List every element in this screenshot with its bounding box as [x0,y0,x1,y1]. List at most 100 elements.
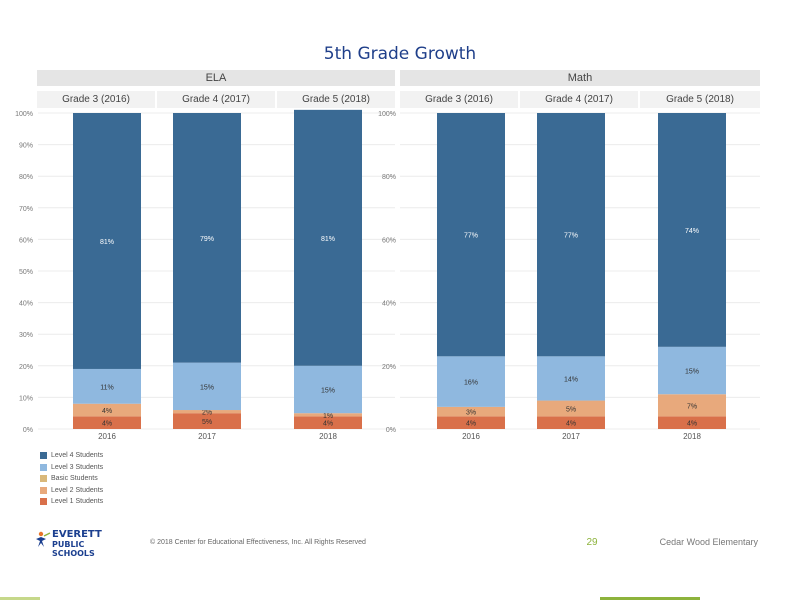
bar-segment-level-3-students [73,368,141,404]
bar-segment-level-1-students [658,416,726,429]
legend-label: Level 2 Students [51,486,104,494]
legend-item: Basic Students [40,473,103,485]
grade-header-ela-2016: Grade 3 (2016) [37,91,155,108]
logo-text-line2: PUBLIC SCHOOLS [52,540,95,558]
bar-segment-level-3-students [658,346,726,395]
legend-swatch [40,463,47,471]
y-tick-label: 40% [382,301,396,308]
bar-segment-level-1-students [173,413,241,429]
grade-header-math-2016: Grade 3 (2016) [400,91,518,108]
grade-header-math-2017: Grade 4 (2017) [520,91,638,108]
everett-logo: EVERETT PUBLIC SCHOOLS [34,527,126,558]
bar-segment-level-4-students [437,113,505,357]
school-name: Cedar Wood Elementary [659,537,758,547]
data-label: 1% [323,413,333,420]
data-label: 5% [202,419,212,426]
grade-header-ela-2018: Grade 5 (2018) [277,91,395,108]
bottom-accent-right [600,597,700,600]
x-tick-label: 2017 [562,432,580,441]
legend-swatch [40,475,47,483]
bar-segment-level-4-students [73,113,141,369]
y-tick-label: 40% [19,301,33,308]
data-label: 4% [687,421,697,428]
bar-segment-level-1-students [73,416,141,429]
y-tick-label: 0% [386,427,396,434]
y-tick-label: 80% [19,174,33,181]
y-tick-label: 0% [23,427,33,434]
data-label: 81% [321,236,335,243]
legend-label: Level 3 Students [51,463,104,471]
page-title: 5th Grade Growth [323,44,477,64]
subject-header-math: Math [400,70,760,86]
y-tick-label: 100% [15,111,33,118]
data-label: 4% [102,408,112,415]
bar-segment-level-2-students [537,400,605,417]
bar-segment-level-1-students [537,416,605,429]
y-tick-label: 70% [19,206,33,213]
data-label: 2% [202,410,212,417]
bar-segment-level-3-students [437,356,505,407]
data-label: 74% [685,228,699,235]
data-label: 4% [323,421,333,428]
x-tick-label: 2016 [462,432,480,441]
y-tick-label: 90% [19,143,33,150]
legend-label: Level 1 Students [51,498,104,506]
legend-swatch [40,498,47,506]
bar-segment-level-2-students [658,394,726,417]
legend-label: Level 4 Students [51,452,104,460]
page-number: 29 [586,537,598,548]
bar-segment-level-4-students [658,113,726,347]
x-tick-label: 2018 [319,432,337,441]
data-label: 5% [566,406,576,413]
bar-segment-level-1-students [294,416,362,429]
data-label: 77% [564,233,578,240]
data-label: 81% [100,239,114,246]
legend-item: Level 1 Students [40,496,103,508]
logo-figure-icon [36,531,51,547]
data-label: 7% [687,403,697,410]
legend-item: Level 4 Students [40,450,103,462]
bar-segment-level-4-students [537,113,605,357]
grade-header-ela-2017: Grade 4 (2017) [157,91,275,108]
data-label: 14% [564,376,578,383]
data-label: 4% [566,421,576,428]
y-tick-label: 100% [378,111,396,118]
bar-segment-level-2-students [294,413,362,417]
x-tick-label: 2017 [198,432,216,441]
x-tick-label: 2016 [98,432,116,441]
data-label: 4% [466,421,476,428]
bar-segment-level-4-students [294,109,362,366]
copyright-text: © 2018 Center for Educational Effectiven… [150,539,366,546]
bar-segment-level-3-students [173,362,241,411]
legend-item: Level 3 Students [40,462,103,474]
subject-header-ela: ELA [37,70,395,86]
bar-segment-level-2-students [73,403,141,417]
data-label: 11% [100,384,114,391]
legend-item: Level 2 Students [40,485,103,497]
data-label: 3% [466,410,476,417]
data-label: 15% [321,388,335,395]
y-tick-label: 20% [382,364,396,371]
x-tick-label: 2018 [683,432,701,441]
bottom-accent-left [0,597,40,600]
legend-swatch [40,452,47,460]
y-tick-label: 50% [19,269,33,276]
bar-segment-level-1-students [437,416,505,429]
data-label: 16% [464,380,478,387]
legend-label: Basic Students [51,475,98,483]
bar-segment-level-3-students [294,365,362,414]
data-label: 15% [200,384,214,391]
grade-header-math-2018: Grade 5 (2018) [640,91,760,108]
data-label: 79% [200,236,214,243]
data-label: 77% [464,233,478,240]
bar-segment-level-3-students [537,356,605,401]
y-tick-label: 30% [19,332,33,339]
data-label: 15% [685,369,699,376]
logo-text-line1: EVERETT [52,529,102,540]
y-tick-label: 10% [19,395,33,402]
chart-legend: Level 4 Students Level 3 Students Basic … [40,450,103,508]
bar-segment-level-2-students [437,406,505,417]
bar-segment-level-4-students [173,113,241,363]
bar-segment-level-2-students [173,410,241,414]
